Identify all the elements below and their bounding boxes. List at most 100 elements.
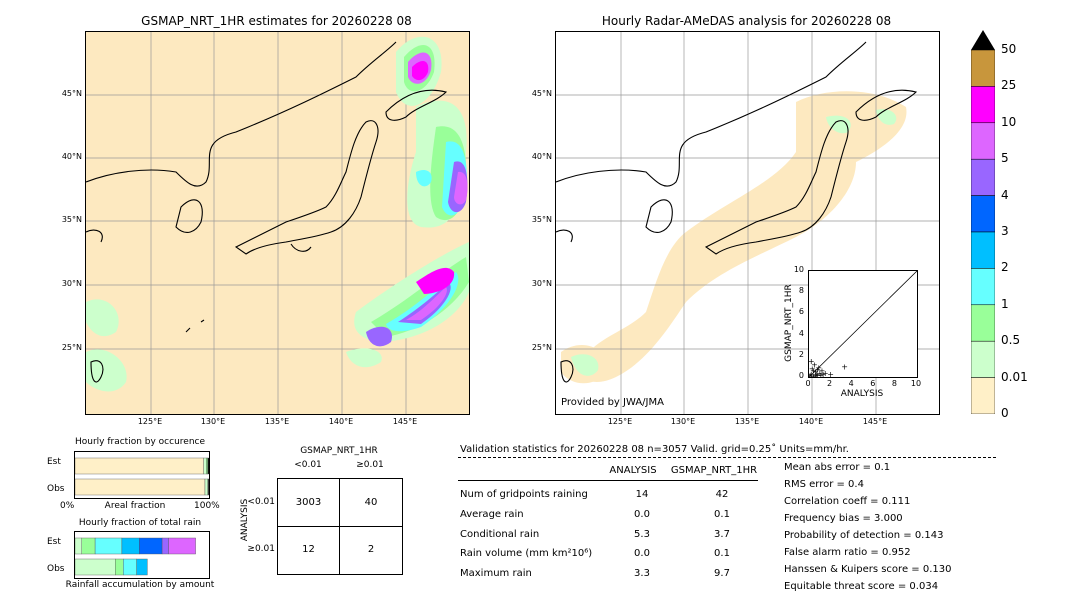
scatter-point: + bbox=[809, 357, 815, 366]
score-line: False alarm ratio = 0.952 bbox=[784, 547, 911, 558]
right-lon-tick: 130°E bbox=[670, 417, 696, 426]
scatter-point: + bbox=[816, 369, 823, 377]
contingency-title: GSMAP_NRT_1HR bbox=[300, 446, 378, 456]
fraction-bar-segment bbox=[121, 537, 140, 555]
scatter-point: + bbox=[822, 369, 829, 377]
totalrain-obs-label: Obs bbox=[47, 564, 65, 574]
score-line: Correlation coeff = 0.111 bbox=[784, 496, 911, 507]
fraction-bar-segment bbox=[123, 558, 137, 576]
scatter-ytick: 2 bbox=[798, 349, 804, 359]
scatter-point: + bbox=[809, 370, 815, 377]
colorbar-label: 0.01 bbox=[1001, 369, 1028, 384]
left-map-title: GSMAP_NRT_1HR estimates for 20260228 08 bbox=[141, 14, 412, 28]
colorbar-segment bbox=[970, 49, 996, 87]
validation-row-analysis: 3.3 bbox=[634, 568, 650, 579]
scatter-point: + bbox=[812, 368, 819, 377]
right-lat-tick: 25°N bbox=[531, 343, 552, 352]
contingency-col1: ≥0.01 bbox=[356, 460, 384, 470]
colorbar-label: 1 bbox=[1001, 296, 1009, 311]
right-lat-tick: 30°N bbox=[531, 279, 552, 288]
scatter-xtick: 4 bbox=[848, 379, 854, 388]
scatter-xtick: 8 bbox=[891, 379, 897, 388]
fraction-bar-segment bbox=[207, 457, 210, 475]
validation-row-label: Average rain bbox=[460, 509, 524, 520]
scatter-point: + bbox=[827, 370, 834, 377]
scatter-ylabel: GSMAP_NRT_1HR bbox=[784, 284, 794, 362]
colorbar-segment bbox=[970, 195, 996, 233]
scatter-point: + bbox=[812, 371, 819, 377]
score-line: Mean abs error = 0.1 bbox=[784, 462, 891, 473]
fraction-bar-segment bbox=[74, 457, 204, 475]
scatter-ytick: 4 bbox=[798, 328, 804, 338]
validation-row-gsmap: 3.7 bbox=[714, 529, 730, 540]
cell-1-0: 12 bbox=[302, 544, 315, 555]
scatter-point: + bbox=[811, 360, 818, 369]
scatter-xtick: 0 bbox=[805, 379, 811, 388]
left-lat-tick: 45°N bbox=[61, 89, 82, 98]
fraction-bar-segment bbox=[136, 558, 148, 576]
validation-dash-line bbox=[458, 457, 996, 458]
colorbar-segment bbox=[970, 377, 996, 415]
scatter-point: + bbox=[819, 367, 826, 376]
left-lat-tick: 35°N bbox=[61, 215, 82, 224]
colorbar-label: 5 bbox=[1001, 151, 1009, 166]
validation-row-label: Rain volume (mm km²10⁶) bbox=[460, 548, 593, 559]
validation-row-analysis: 14 bbox=[635, 489, 649, 500]
score-line: Probability of detection = 0.143 bbox=[784, 530, 944, 541]
validation-row-analysis: 0.0 bbox=[634, 548, 650, 559]
scatter-point: + bbox=[815, 363, 822, 372]
contingency-col0: <0.01 bbox=[294, 460, 322, 470]
validation-row-gsmap: 0.1 bbox=[714, 509, 730, 520]
scatter-point: + bbox=[841, 362, 848, 371]
contingency-row1: ≥0.01 bbox=[247, 544, 275, 554]
scatter-point: + bbox=[810, 367, 817, 376]
cell-0-0: 3003 bbox=[295, 497, 322, 508]
fraction-bar-segment bbox=[161, 537, 169, 555]
scatter-point: + bbox=[810, 372, 817, 377]
scatter-point: + bbox=[814, 371, 821, 377]
validation-row-gsmap: 42 bbox=[715, 489, 729, 500]
left-lon-tick: 125°E bbox=[137, 417, 163, 426]
validation-row-gsmap: 9.7 bbox=[714, 568, 730, 579]
left-map bbox=[85, 31, 470, 415]
fraction-bar-segment bbox=[208, 478, 210, 496]
colorbar bbox=[970, 30, 996, 415]
validation-row-gsmap: 0.1 bbox=[714, 548, 730, 559]
fraction-bar-segment bbox=[206, 457, 208, 475]
fraction-bar-segment bbox=[81, 537, 96, 555]
totalrain-xlabel: Rainfall accumulation by amount bbox=[65, 580, 215, 590]
fraction-bar-segment bbox=[139, 537, 163, 555]
fraction-bar-segment bbox=[115, 558, 124, 576]
colorbar-label: 50 bbox=[1001, 42, 1017, 56]
validation-row-label: Conditional rain bbox=[460, 529, 540, 540]
colorbar-segment bbox=[970, 304, 996, 342]
map-credit: Provided by JWA/JMA bbox=[561, 397, 664, 408]
validation-row-label: Num of gridpoints raining bbox=[460, 489, 588, 500]
validation-row-analysis: 0.0 bbox=[634, 509, 650, 520]
fraction-bar-segment bbox=[204, 478, 208, 496]
occurrence-xlabel: Areal fraction bbox=[104, 501, 166, 511]
colorbar-segment bbox=[970, 340, 996, 378]
scatter-xtick: 2 bbox=[827, 379, 833, 388]
left-map-svg bbox=[86, 32, 469, 414]
scatter-point: + bbox=[809, 371, 813, 377]
totalrain-title: Hourly fraction of total rain bbox=[78, 518, 202, 528]
occurrence-chart bbox=[74, 451, 210, 499]
colorbar-label: 2 bbox=[1001, 260, 1009, 275]
right-lon-tick: 125°E bbox=[607, 417, 633, 426]
colorbar-segment bbox=[970, 231, 996, 269]
totalrain-est-label: Est bbox=[47, 537, 61, 547]
colorbar-segment bbox=[970, 86, 996, 124]
right-map-svg bbox=[556, 32, 939, 414]
left-lat-tick: 40°N bbox=[61, 152, 82, 161]
right-lat-tick: 35°N bbox=[531, 215, 552, 224]
fraction-bar-segment bbox=[74, 558, 116, 576]
scatter-xtick: 10 bbox=[910, 379, 922, 388]
validation-header: Validation statistics for 20260228 08 n=… bbox=[460, 444, 849, 455]
cell-1-1: 2 bbox=[367, 544, 375, 555]
right-lat-tick: 45°N bbox=[531, 89, 552, 98]
fraction-bar-segment bbox=[168, 537, 196, 555]
colorbar-label: 10 bbox=[1001, 114, 1017, 129]
cell-0-1: 40 bbox=[364, 497, 378, 508]
occurrence-x100: 100% bbox=[194, 501, 220, 511]
